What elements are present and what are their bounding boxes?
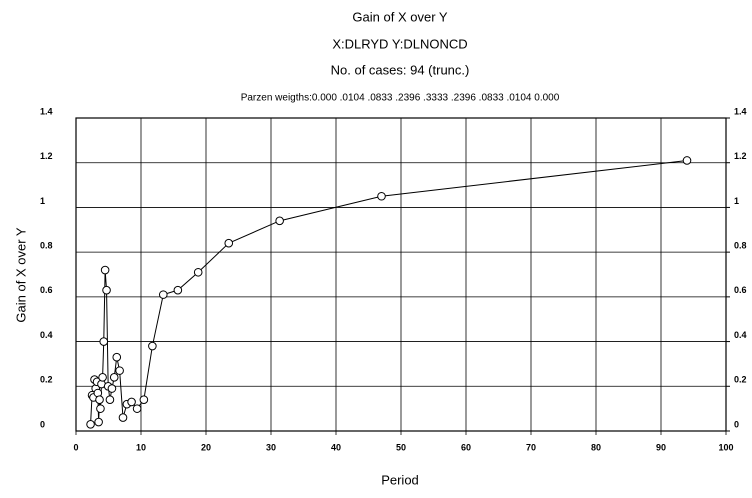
y-axis-label: Gain of X over Y <box>13 227 28 322</box>
x-axis-label: Period <box>381 472 419 487</box>
y-tick-label: 0.4 <box>40 330 53 340</box>
data-point <box>86 419 95 429</box>
y2-tick-label: 1 <box>734 196 739 206</box>
y2-tick-label: 0.4 <box>734 330 747 340</box>
y-tick-label: 0.8 <box>40 241 53 251</box>
data-point <box>127 397 136 407</box>
data-point <box>100 265 110 275</box>
data-point <box>96 404 105 413</box>
x-tick-label: 80 <box>591 442 601 452</box>
plot-frame <box>75 117 727 432</box>
x-tick-label: 60 <box>461 442 471 452</box>
y-tick-label: 1 <box>40 196 45 206</box>
x-tick-label: 50 <box>396 442 406 452</box>
y2-tick-label: 0.6 <box>734 285 747 295</box>
y-tick-label: 0 <box>40 419 45 429</box>
data-point <box>193 267 203 277</box>
x-tick-label: 0 <box>73 442 78 452</box>
y-tick-label: 1.2 <box>40 151 53 161</box>
data-point <box>112 352 122 362</box>
data-point <box>224 238 234 248</box>
y-tick-label: 0.2 <box>40 375 53 385</box>
y-tick-label: 1.4 <box>40 106 53 116</box>
x-tick-label: 20 <box>201 442 211 452</box>
weights-note: Parzen weigths:0.000 .0104 .0833 .2396 .… <box>241 93 560 104</box>
data-point <box>107 384 117 393</box>
data-point <box>682 156 692 165</box>
cases-note: No. of cases: 94 (trunc.) <box>331 62 470 77</box>
data-point <box>109 373 119 382</box>
y-tick-label: 0.6 <box>40 285 53 295</box>
data-point <box>95 395 104 405</box>
data-point <box>275 216 284 226</box>
x-tick-label: 70 <box>526 442 536 452</box>
data-point <box>118 413 128 422</box>
y2-tick-label: 1.2 <box>734 151 747 161</box>
x-tick-label: 40 <box>331 442 341 452</box>
y2-tick-label: 1.4 <box>734 106 747 116</box>
data-point <box>377 191 386 201</box>
data-point <box>139 395 149 405</box>
data-point <box>148 341 157 351</box>
data-point <box>132 404 142 413</box>
chart-subtitle: X:DLRYD Y:DLNONCD <box>332 36 467 51</box>
data-point <box>98 373 107 382</box>
data-point <box>173 285 183 295</box>
y2-tick-label: 0.8 <box>734 241 747 251</box>
y2-tick-label: 0.2 <box>734 375 747 385</box>
x-tick-label: 10 <box>136 442 146 452</box>
data-point <box>99 337 109 346</box>
x-tick-label: 90 <box>656 442 666 452</box>
chart-title: Gain of X over Y <box>352 9 447 24</box>
x-tick-label: 100 <box>718 442 733 452</box>
data-point <box>158 290 168 299</box>
data-point <box>115 366 124 375</box>
x-tick-label: 30 <box>266 442 276 452</box>
y2-tick-label: 0 <box>734 419 739 429</box>
data-point <box>102 285 111 295</box>
data-point <box>94 417 103 427</box>
data-point <box>105 395 115 405</box>
